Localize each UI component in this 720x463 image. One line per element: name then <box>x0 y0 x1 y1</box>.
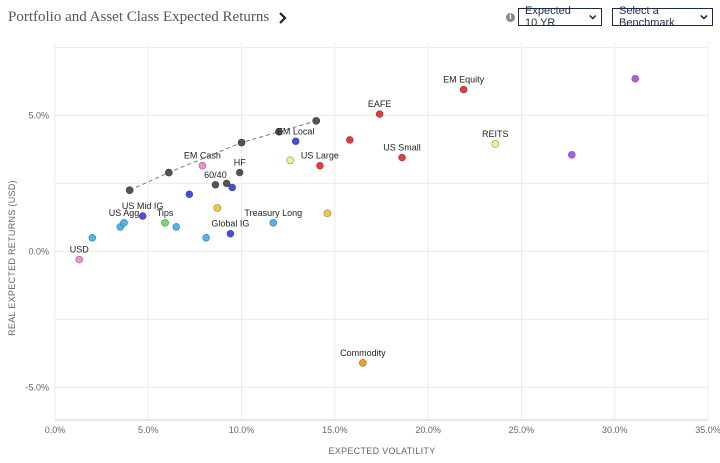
data-point[interactable] <box>291 137 300 146</box>
data-label: EM Equity <box>443 75 485 85</box>
data-point[interactable] <box>226 229 235 238</box>
x-tick-label: 5.0% <box>138 425 159 435</box>
data-point[interactable] <box>120 219 128 227</box>
chevron-right-icon[interactable] <box>277 11 289 25</box>
horizon-select[interactable]: Expected 10 YR <box>518 5 602 29</box>
y-tick-label: 5.0% <box>28 110 49 120</box>
frontier-point[interactable] <box>125 186 134 195</box>
data-label: US Small <box>383 143 421 153</box>
benchmark-select[interactable]: Select a Benchmark <box>612 5 713 29</box>
data-point[interactable] <box>568 151 576 159</box>
data-label: Tips <box>157 208 174 218</box>
x-tick-label: 25.0% <box>509 425 535 435</box>
y-axis-title: REAL EXPECTED RETURNS (USD) <box>7 180 17 336</box>
data-point[interactable] <box>213 204 222 212</box>
data-label: EM Cash <box>184 151 221 161</box>
data-point[interactable] <box>491 140 500 148</box>
data-point[interactable] <box>198 161 207 170</box>
data-point[interactable] <box>286 156 294 165</box>
y-tick-label: 0.0% <box>28 246 49 256</box>
data-label: USD <box>70 245 90 255</box>
page-title: Portfolio and Asset Class Expected Retur… <box>8 9 270 25</box>
data-label: HF <box>234 158 246 168</box>
y-axis: -5.0% 0.0% 5.0% <box>25 110 49 392</box>
x-tick-label: 35.0% <box>695 425 720 435</box>
data-point[interactable] <box>88 233 97 242</box>
chevron-down-icon <box>700 14 708 20</box>
data-point[interactable] <box>172 223 181 231</box>
data-label: Global IG <box>211 219 249 229</box>
data-point[interactable] <box>235 168 244 177</box>
data-point[interactable] <box>269 219 278 227</box>
data-label: 60/40 <box>204 170 227 180</box>
data-label: EAFE <box>368 99 392 109</box>
frontier-point[interactable] <box>312 117 321 125</box>
data-point[interactable] <box>398 153 406 162</box>
x-axis-title: EXPECTED VOLATILITY <box>328 446 435 456</box>
x-tick-label: 10.0% <box>229 425 255 435</box>
info-icon[interactable]: i <box>506 13 515 22</box>
data-point[interactable] <box>75 255 84 264</box>
data-label: US Agg <box>109 208 140 218</box>
x-tick-label: 30.0% <box>602 425 628 435</box>
chevron-down-icon <box>589 14 597 20</box>
data-point[interactable] <box>185 190 194 199</box>
data-point[interactable] <box>138 212 147 220</box>
data-label: US Mid IG <box>122 201 164 211</box>
x-tick-label: 0.0% <box>45 425 66 435</box>
data-point[interactable] <box>228 183 237 192</box>
y-tick-label: -5.0% <box>25 382 49 392</box>
chart-header: Portfolio and Asset Class Expected Retur… <box>8 9 289 26</box>
data-point[interactable] <box>222 179 231 188</box>
data-points <box>75 74 640 367</box>
frontier-line <box>125 117 321 195</box>
data-label: EM Local <box>277 126 315 136</box>
x-tick-label: 20.0% <box>415 425 441 435</box>
data-point[interactable] <box>323 209 332 218</box>
data-label: Treasury Long <box>244 208 302 218</box>
frontier-point[interactable] <box>165 168 173 177</box>
data-point[interactable] <box>316 161 324 170</box>
data-point[interactable] <box>161 219 169 227</box>
data-label: US Large <box>301 151 339 161</box>
data-point[interactable] <box>345 136 354 144</box>
data-point[interactable] <box>202 233 210 242</box>
data-label: REITS <box>482 129 509 139</box>
horizon-select-value: Expected 10 YR <box>525 5 571 29</box>
x-tick-label: 15.0% <box>322 425 348 435</box>
x-axis: 0.0% 5.0% 10.0% 15.0% 20.0% 25.0% 30.0% 35.0% <box>45 419 720 435</box>
data-point[interactable] <box>359 359 367 367</box>
data-point[interactable] <box>631 74 640 83</box>
data-point[interactable] <box>375 110 384 118</box>
frontier-point[interactable] <box>237 138 246 147</box>
frontier-point[interactable] <box>275 127 283 136</box>
data-point[interactable] <box>459 85 468 94</box>
data-label: Commodity <box>340 348 386 358</box>
benchmark-select-value: Select a Benchmark <box>619 5 675 29</box>
data-point[interactable] <box>211 180 220 189</box>
